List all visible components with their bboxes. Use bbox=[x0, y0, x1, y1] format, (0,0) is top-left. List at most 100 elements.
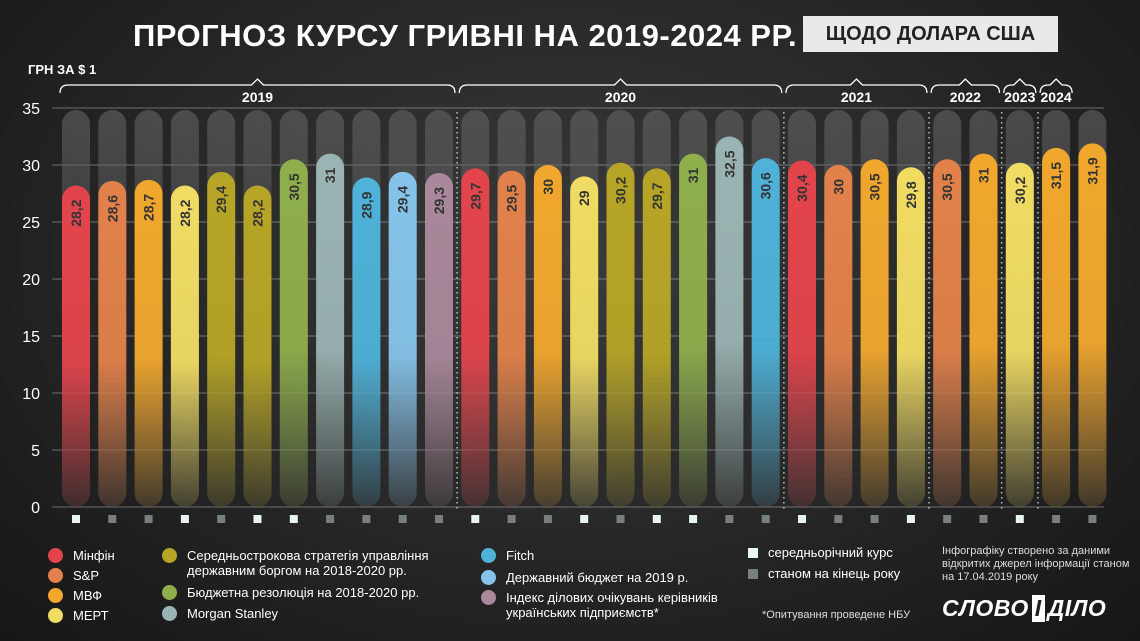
bar-value-label: 28,2 bbox=[177, 199, 193, 226]
year-bracket bbox=[785, 78, 928, 94]
bar-marker bbox=[870, 515, 879, 523]
bar-marker bbox=[798, 515, 806, 523]
bar-value-label: 30,5 bbox=[286, 173, 302, 200]
bar-value-label: 29,5 bbox=[504, 184, 520, 211]
year-bracket bbox=[59, 78, 456, 94]
legend-swatch bbox=[481, 590, 496, 605]
bar-value-label: 31 bbox=[685, 167, 701, 183]
logo-part-1: СЛОВО bbox=[942, 595, 1029, 621]
legend-label: Державний бюджет на 2019 р. bbox=[506, 570, 689, 585]
bar bbox=[1078, 143, 1107, 507]
bar bbox=[352, 177, 381, 508]
legend-swatch bbox=[481, 548, 496, 563]
legend-item: МЕРТ bbox=[48, 608, 168, 623]
bar-value-label: 31 bbox=[976, 167, 992, 183]
bar-marker bbox=[979, 515, 988, 523]
logo-part-2: І bbox=[1031, 595, 1045, 622]
bar-marker bbox=[289, 515, 298, 523]
bar-marker bbox=[471, 515, 480, 523]
legend-label: станом на кінець року bbox=[768, 566, 901, 581]
bar bbox=[860, 159, 889, 508]
bar bbox=[388, 171, 417, 507]
legend-item: Fitch bbox=[481, 548, 746, 563]
year-label: 2022 bbox=[950, 89, 981, 105]
bar bbox=[279, 159, 308, 508]
bar bbox=[896, 167, 925, 507]
bar bbox=[134, 179, 163, 507]
bar-value-label: 31,9 bbox=[1084, 157, 1100, 184]
bar bbox=[425, 172, 453, 508]
bar-marker bbox=[616, 515, 625, 523]
bar-value-label: 30,4 bbox=[794, 174, 810, 201]
bar-marker bbox=[326, 515, 335, 523]
bar-value-label: 30,5 bbox=[867, 173, 883, 200]
y-tick-label: 0 bbox=[31, 500, 40, 517]
legend-item: Бюджетна резолюція на 2018-2020 рр. bbox=[162, 585, 452, 600]
bar-value-label: 28,9 bbox=[358, 191, 374, 218]
bar-marker bbox=[761, 515, 770, 523]
bar-value-label: 32,5 bbox=[721, 150, 737, 177]
legend-item: Мінфін bbox=[48, 548, 168, 563]
legend-label: МЕРТ bbox=[73, 608, 109, 623]
bar-marker bbox=[144, 515, 153, 523]
bar bbox=[1042, 147, 1071, 507]
legend-swatch bbox=[48, 608, 63, 623]
legend-label: Morgan Stanley bbox=[187, 606, 279, 621]
legend-item: Індекс ділових очікувань керівників укра… bbox=[481, 590, 746, 620]
bar-marker bbox=[580, 515, 589, 523]
bar bbox=[933, 159, 962, 508]
bar bbox=[679, 153, 708, 507]
y-tick-label: 10 bbox=[22, 386, 40, 403]
y-tick-label: 25 bbox=[22, 215, 40, 232]
bar-marker bbox=[906, 515, 915, 523]
legend-swatch bbox=[48, 548, 63, 563]
bar-value-label: 29,4 bbox=[213, 186, 229, 213]
bar bbox=[642, 168, 671, 508]
legend-item: S&P bbox=[48, 568, 168, 583]
bar bbox=[207, 171, 236, 507]
legend-swatch bbox=[48, 588, 63, 603]
bar bbox=[751, 158, 780, 507]
bar-marker bbox=[507, 515, 516, 523]
bar bbox=[969, 153, 998, 507]
year-label: 2019 bbox=[242, 89, 273, 105]
bar-value-label: 30,2 bbox=[1012, 177, 1028, 204]
y-tick-label: 35 bbox=[22, 101, 40, 118]
legend-marker-item: середньорічний курс bbox=[748, 545, 928, 560]
legend-item: МВФ bbox=[48, 588, 168, 603]
legend-swatch bbox=[162, 606, 177, 621]
legend-label: S&P bbox=[73, 568, 100, 583]
bar-marker bbox=[398, 515, 407, 523]
bar-marker bbox=[180, 515, 189, 523]
subtitle-text: ЩОДО ДОЛАРА США bbox=[825, 22, 1036, 45]
bar bbox=[1005, 162, 1034, 507]
bar-value-label: 31,5 bbox=[1048, 162, 1064, 189]
bar-marker bbox=[834, 515, 843, 523]
legend-marker-swatch bbox=[748, 569, 758, 579]
bar-value-label: 29,7 bbox=[649, 182, 665, 209]
subtitle-badge: ЩОДО ДОЛАРА США bbox=[803, 16, 1058, 52]
bar-marker bbox=[217, 515, 226, 523]
legend-label: середньорічний курс bbox=[768, 545, 893, 560]
year-bracket bbox=[1003, 78, 1037, 94]
bar-marker bbox=[652, 515, 661, 523]
bar-marker bbox=[1088, 515, 1097, 523]
bar-value-label: 30 bbox=[540, 179, 556, 195]
y-tick-label: 5 bbox=[31, 443, 40, 460]
year-bracket bbox=[458, 78, 783, 94]
year-label: 2021 bbox=[841, 89, 872, 105]
year-label: 2023 bbox=[1004, 89, 1035, 105]
bar-value-label: 28,2 bbox=[250, 199, 266, 226]
bar-value-label: 28,2 bbox=[68, 199, 84, 226]
legend-label: Середньострокова стратегія управління де… bbox=[187, 548, 429, 578]
y-tick-label: 20 bbox=[22, 272, 40, 289]
bar-marker bbox=[435, 515, 443, 523]
bar bbox=[62, 185, 90, 507]
source-note: Інфографіку створено за даними відкритих… bbox=[942, 545, 1130, 583]
legend-item: Середньострокова стратегія управління де… bbox=[162, 548, 452, 578]
bar-marker bbox=[689, 515, 698, 523]
bar-marker bbox=[72, 515, 80, 523]
bar bbox=[243, 185, 272, 507]
bar-marker bbox=[543, 515, 552, 523]
legend-swatch bbox=[162, 548, 177, 563]
